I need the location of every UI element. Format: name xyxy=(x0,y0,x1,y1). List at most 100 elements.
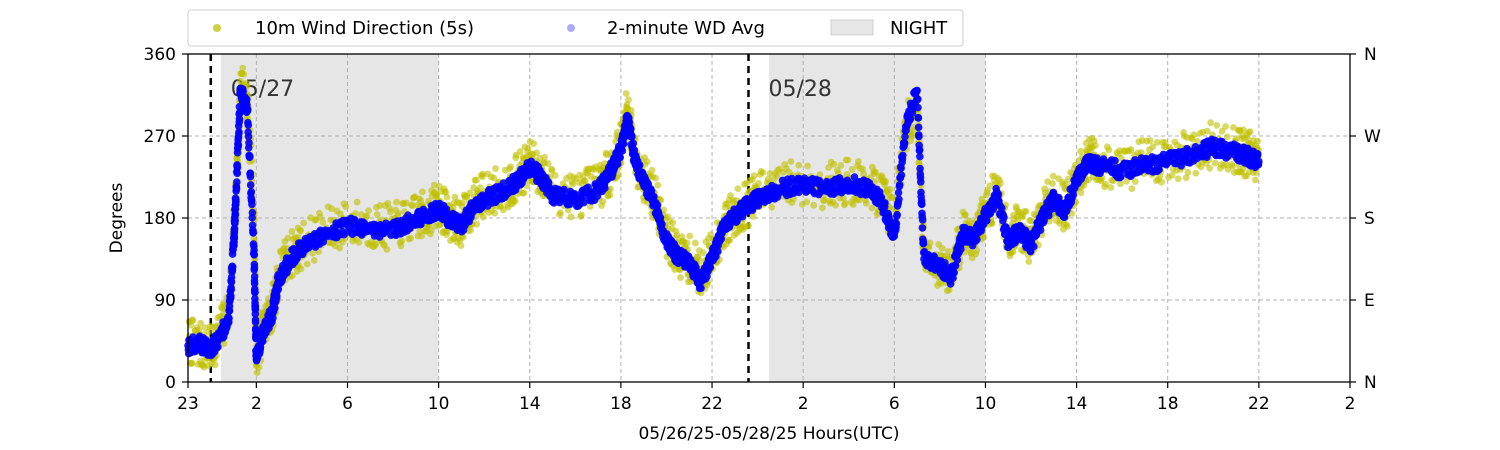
data-point xyxy=(408,202,416,210)
data-point xyxy=(627,106,635,114)
data-point xyxy=(250,272,259,281)
data-point xyxy=(1028,217,1035,225)
data-point xyxy=(899,151,907,160)
data-point xyxy=(1063,223,1071,230)
data-point xyxy=(427,227,435,234)
data-point xyxy=(625,96,632,104)
legend-label: NIGHT xyxy=(890,18,948,39)
compass-tick-label: N xyxy=(1364,373,1377,393)
legend-label: 10m Wind Direction (5s) xyxy=(255,18,474,39)
y-tick-label: 180 xyxy=(144,209,176,229)
y-axis-label: Degrees xyxy=(107,182,127,253)
data-point xyxy=(1127,146,1135,153)
data-point xyxy=(1116,173,1125,181)
data-point xyxy=(244,121,253,129)
data-point xyxy=(1054,194,1063,202)
data-point xyxy=(336,244,344,252)
data-point xyxy=(233,163,242,172)
data-point xyxy=(288,228,296,235)
x-tick-label: 22 xyxy=(1248,394,1270,414)
data-point xyxy=(820,197,828,204)
data-point xyxy=(749,213,757,220)
data-point xyxy=(1218,127,1226,135)
data-point xyxy=(1254,137,1261,145)
data-point xyxy=(919,239,928,248)
data-point xyxy=(310,256,318,264)
data-point xyxy=(892,219,901,228)
data-point xyxy=(300,219,308,227)
data-point xyxy=(507,163,514,171)
x-axis-label: 05/26/25-05/28/25 Hours(UTC) xyxy=(638,424,899,444)
x-tick-label: 18 xyxy=(1157,394,1179,414)
data-point xyxy=(915,132,923,141)
data-point xyxy=(768,203,776,211)
y-tick-label: 90 xyxy=(154,291,176,311)
data-point xyxy=(916,178,925,186)
data-point xyxy=(1123,177,1130,185)
data-point xyxy=(459,199,467,207)
data-point xyxy=(1138,149,1145,157)
data-point xyxy=(897,171,906,179)
data-point xyxy=(683,239,691,247)
x-tick-label: 6 xyxy=(889,394,900,414)
data-point xyxy=(944,247,952,255)
x-tick-label: 2 xyxy=(251,394,262,414)
data-point xyxy=(945,286,953,294)
data-point xyxy=(232,197,240,206)
legend: 10m Wind Direction (5s) 2-minute WD Avg NI… xyxy=(187,9,964,47)
data-point xyxy=(816,171,824,178)
data-point xyxy=(544,160,552,167)
data-point xyxy=(319,218,327,226)
data-point xyxy=(569,180,577,188)
data-point xyxy=(255,364,263,372)
data-point xyxy=(235,128,243,136)
data-point xyxy=(593,192,602,201)
data-point xyxy=(1117,180,1124,188)
data-point xyxy=(246,181,255,189)
data-point xyxy=(316,213,324,221)
data-point xyxy=(189,317,197,324)
data-point xyxy=(913,86,921,95)
data-point xyxy=(248,208,257,217)
data-point xyxy=(957,245,965,253)
data-point xyxy=(250,264,259,272)
data-point xyxy=(699,249,707,257)
data-point xyxy=(1025,258,1033,266)
data-point xyxy=(1184,168,1192,176)
data-point xyxy=(825,164,832,171)
data-point xyxy=(297,227,305,234)
data-point xyxy=(660,206,668,214)
legend-marker xyxy=(567,24,575,32)
data-point xyxy=(249,229,258,237)
data-point xyxy=(1019,213,1027,221)
data-point xyxy=(973,235,981,244)
data-point xyxy=(882,178,889,185)
data-point xyxy=(862,199,870,207)
data-point xyxy=(849,201,857,208)
data-point xyxy=(246,152,254,161)
data-point xyxy=(893,210,901,219)
data-point xyxy=(1155,165,1163,174)
data-point xyxy=(234,141,243,149)
data-point xyxy=(541,153,549,161)
data-point xyxy=(619,139,628,148)
data-point xyxy=(247,188,256,196)
data-point xyxy=(1233,135,1240,143)
data-point xyxy=(499,179,508,187)
data-point xyxy=(841,199,849,207)
y-tick-label: 270 xyxy=(144,127,176,147)
data-point xyxy=(1207,119,1215,127)
data-point xyxy=(328,205,336,213)
data-point xyxy=(652,174,659,182)
data-point xyxy=(658,220,666,229)
data-point xyxy=(1168,171,1176,179)
data-point xyxy=(225,314,233,323)
data-point xyxy=(894,188,903,197)
data-point xyxy=(810,201,818,209)
data-point xyxy=(868,204,876,212)
data-point xyxy=(1146,137,1154,145)
x-tick-label: 14 xyxy=(1066,394,1088,414)
data-point xyxy=(1174,175,1182,183)
